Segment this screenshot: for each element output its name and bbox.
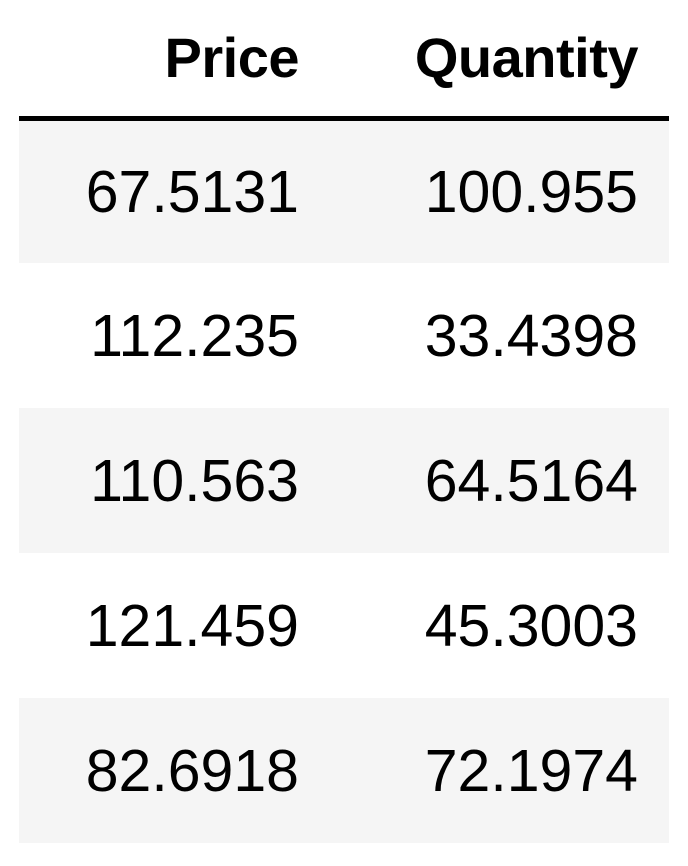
table-row: 67.5131 100.955 [19, 118, 669, 263]
quantity-cell: 64.5164 [330, 408, 669, 553]
header-row: Price Quantity [19, 0, 669, 121]
quantity-cell: 45.3003 [330, 553, 669, 698]
table-body: 67.5131 100.955 112.235 33.4398 110.563 … [19, 118, 669, 843]
quantity-cell: 100.955 [330, 118, 669, 263]
data-table-container: Price Quantity 67.5131 100.955 112.235 3… [19, 0, 669, 843]
quantity-cell: 33.4398 [330, 263, 669, 408]
price-cell: 110.563 [19, 408, 330, 553]
price-cell: 121.459 [19, 553, 330, 698]
price-cell: 67.5131 [19, 118, 330, 263]
quantity-cell: 72.1974 [330, 698, 669, 843]
price-cell: 82.6918 [19, 698, 330, 843]
table-row: 121.459 45.3003 [19, 553, 669, 698]
data-table: Price Quantity 67.5131 100.955 112.235 3… [19, 0, 669, 843]
column-header-quantity: Quantity [330, 0, 669, 121]
table-row: 112.235 33.4398 [19, 263, 669, 408]
table-header: Price Quantity [19, 0, 669, 121]
table-row: 110.563 64.5164 [19, 408, 669, 553]
table-row: 82.6918 72.1974 [19, 698, 669, 843]
price-cell: 112.235 [19, 263, 330, 408]
column-header-price: Price [19, 0, 330, 121]
